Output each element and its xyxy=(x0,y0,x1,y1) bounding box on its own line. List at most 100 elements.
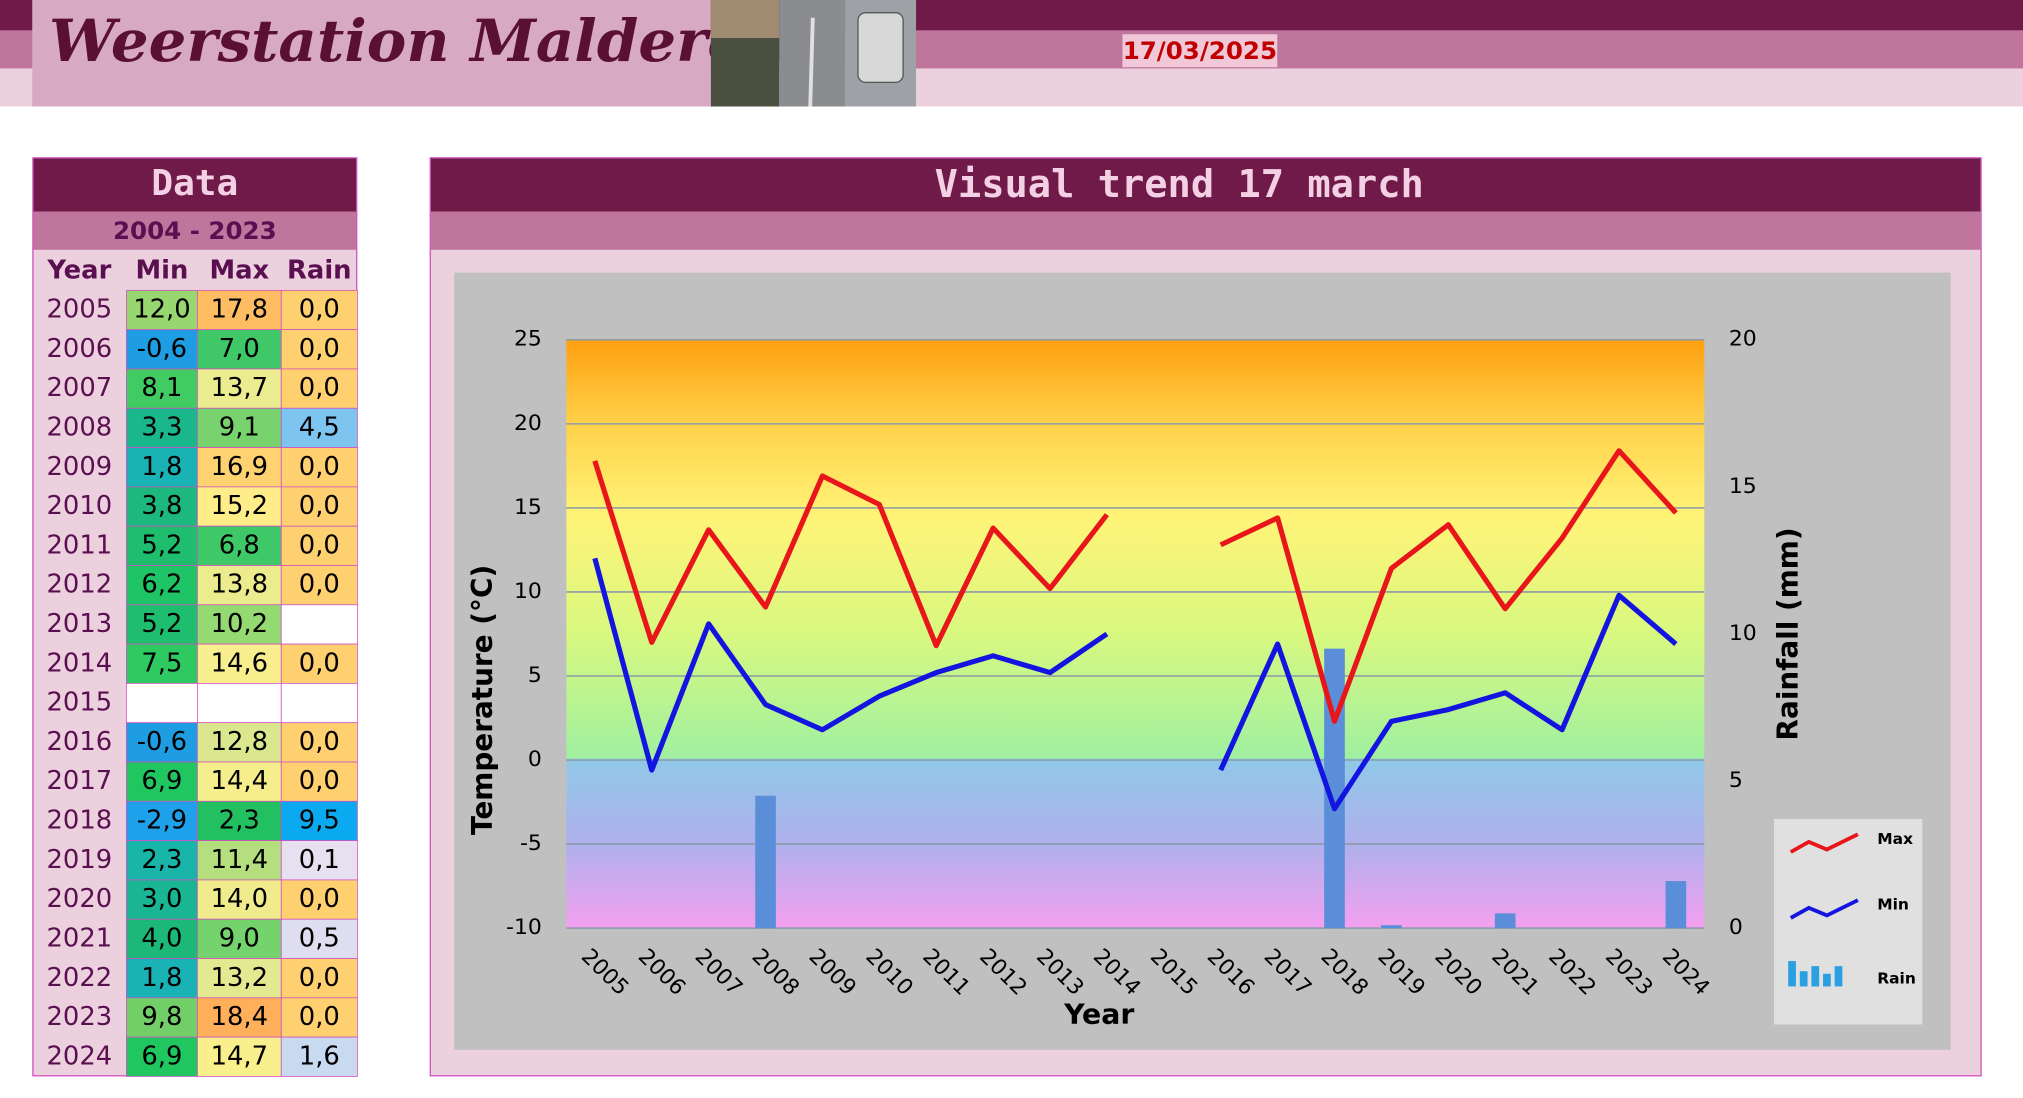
cell-value: 5,2 xyxy=(141,531,182,561)
cell xyxy=(280,958,358,999)
cell xyxy=(126,525,198,566)
cell-value: 7,5 xyxy=(141,649,182,679)
y-tick-label: 5 xyxy=(528,663,542,688)
cell-value: 16,9 xyxy=(211,452,268,482)
cell-value: 0,5 xyxy=(299,924,340,954)
row-year: 2009 xyxy=(47,452,113,482)
cell-value: 13,7 xyxy=(211,373,268,403)
cell-value: 0,0 xyxy=(299,570,340,600)
row-year: 2005 xyxy=(47,295,113,325)
cell-value: 0,0 xyxy=(299,295,340,325)
photo xyxy=(808,17,815,107)
cell xyxy=(280,289,358,331)
cell xyxy=(126,565,198,606)
plot-area xyxy=(566,339,1705,929)
cell-value: 10,2 xyxy=(211,609,268,639)
cell-value: 0,0 xyxy=(299,334,340,364)
cell xyxy=(197,525,282,566)
y-tick-label: 20 xyxy=(514,411,542,436)
cell-value: 6,9 xyxy=(141,766,182,796)
cell-value: 6,8 xyxy=(219,531,260,561)
column-header: Max xyxy=(209,255,269,285)
cell xyxy=(126,997,198,1038)
cell-value: 1,8 xyxy=(141,963,182,993)
cell-value: 0,0 xyxy=(299,884,340,914)
cell-value: 9,8 xyxy=(141,1002,182,1032)
cell-value: 8,1 xyxy=(141,373,182,403)
cell-value: 9,1 xyxy=(219,413,260,443)
cell-value: 2,3 xyxy=(219,806,260,836)
cell xyxy=(126,683,198,724)
cell xyxy=(280,604,358,645)
row-year: 2008 xyxy=(47,413,113,443)
cell-value: 2,3 xyxy=(141,845,182,875)
cell xyxy=(126,604,198,645)
cell-value: 9,0 xyxy=(219,924,260,954)
y2-tick-label: 15 xyxy=(1729,474,1757,499)
cell-value: 12,0 xyxy=(133,295,190,325)
column-header: Rain xyxy=(287,255,351,285)
legend-swatch xyxy=(1823,973,1831,987)
cell xyxy=(197,643,282,684)
cell-value: 0,0 xyxy=(299,1002,340,1032)
y-tick-label: 0 xyxy=(528,747,542,772)
cell-value: 13,2 xyxy=(211,963,268,993)
cell-value: 17,8 xyxy=(211,295,268,325)
row-year: 2011 xyxy=(47,531,113,561)
cell-value: 0,0 xyxy=(299,727,340,757)
cell xyxy=(280,840,358,881)
legend-label: Max xyxy=(1877,830,1913,848)
cell-value: 3,0 xyxy=(141,884,182,914)
row-year: 2017 xyxy=(47,766,113,796)
cell xyxy=(126,329,198,370)
cell-value: 11,4 xyxy=(211,845,268,875)
cell xyxy=(126,643,198,684)
y2-tick-label: 20 xyxy=(1729,327,1757,352)
date-box xyxy=(1122,34,1278,68)
row-year: 2014 xyxy=(47,649,113,679)
cell xyxy=(280,683,358,724)
cell xyxy=(197,761,282,802)
legend-swatch xyxy=(1788,961,1796,987)
cell-value: 0,0 xyxy=(299,452,340,482)
column-header: Min xyxy=(135,255,188,285)
cell xyxy=(197,407,282,448)
legend-swatch xyxy=(1834,966,1843,987)
cell-value: 6,2 xyxy=(141,570,182,600)
legend-swatch xyxy=(1789,832,1859,854)
cell-value: 5,2 xyxy=(141,609,182,639)
cell-value: 3,8 xyxy=(141,491,182,521)
y2-tick-label: 5 xyxy=(1729,768,1743,793)
cell xyxy=(126,722,198,763)
line xyxy=(592,448,1678,724)
cell xyxy=(280,879,358,920)
cell-value: 7,0 xyxy=(219,334,260,364)
chart-title: Visual trend 17 march xyxy=(935,162,1424,207)
row-year: 2022 xyxy=(47,963,113,993)
row-year: 2012 xyxy=(47,570,113,600)
cell-value: 0,0 xyxy=(299,531,340,561)
cell-value: 14,4 xyxy=(211,766,268,796)
cell xyxy=(280,1036,358,1077)
y-tick-label: 25 xyxy=(514,327,542,352)
legend-swatch xyxy=(1789,898,1859,920)
cell xyxy=(197,683,282,724)
y-axis-title: Temperature (°C) xyxy=(466,565,499,835)
rain-bar xyxy=(1665,881,1687,929)
y-tick-label: -5 xyxy=(520,831,542,856)
cell xyxy=(197,329,282,370)
y2-axis-title: Rainfall (mm) xyxy=(1771,527,1804,740)
row-year: 2023 xyxy=(47,1002,113,1032)
cell-value: 1,8 xyxy=(141,452,182,482)
cell xyxy=(280,800,358,841)
cell xyxy=(126,1036,198,1077)
cell xyxy=(280,918,358,959)
period-bar xyxy=(33,211,357,250)
cell-value: 9,5 xyxy=(299,806,340,836)
line xyxy=(592,557,1678,812)
legend-swatch xyxy=(1799,971,1808,987)
cell-value: 15,2 xyxy=(211,491,268,521)
row-year: 2016 xyxy=(47,727,113,757)
cell xyxy=(197,800,282,841)
rain-bar xyxy=(755,795,776,929)
